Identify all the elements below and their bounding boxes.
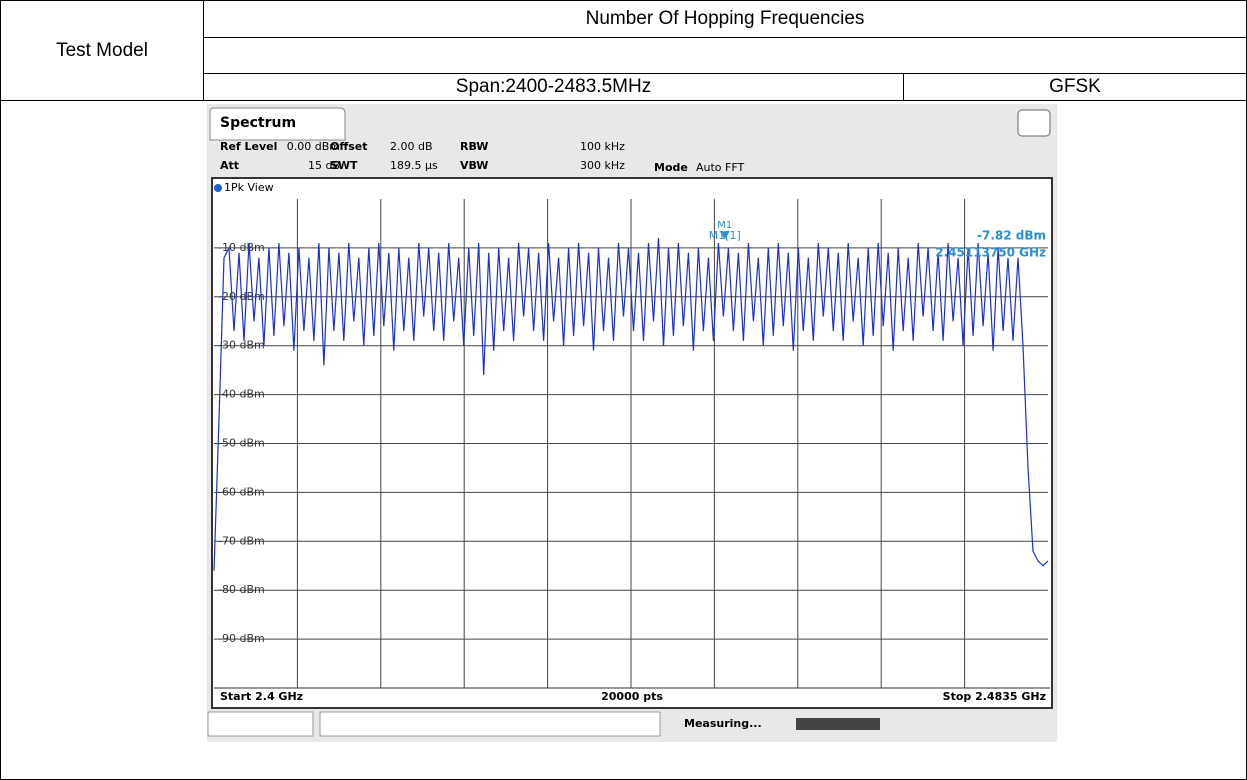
points-label: 20000 pts [601, 690, 663, 703]
setting-value: 0.00 dBm [287, 140, 340, 153]
setting-label: Offset [330, 140, 368, 153]
marker-freq: 2.45113750 GHz [935, 246, 1046, 260]
softkey[interactable] [207, 711, 314, 737]
y-tick-label: -10 dBm [218, 241, 265, 254]
setting-label: Ref Level [220, 140, 277, 153]
setting-label: VBW [460, 159, 488, 172]
marker-tag: M1 [717, 220, 732, 231]
trace [213, 238, 1049, 571]
setting-label: Att [220, 159, 239, 172]
menu-icon[interactable] [1017, 109, 1051, 137]
fft-value: Auto FFT [696, 161, 744, 174]
y-tick-label: -90 dBm [218, 632, 265, 645]
setting-value: 15 dB [308, 159, 340, 172]
progress [796, 718, 880, 730]
start-label: Start 2.4 GHz [220, 690, 303, 703]
y-tick-label: -50 dBm [218, 437, 265, 450]
tab [209, 107, 346, 141]
status: Measuring... [684, 717, 762, 730]
tab-label: Spectrum [220, 115, 296, 131]
view-label: 1Pk View [224, 181, 274, 194]
y-tick-label: -30 dBm [218, 339, 265, 352]
setting-value: 189.5 µs [390, 159, 438, 172]
y-tick-label: -70 dBm [218, 534, 265, 547]
setting-value: 2.00 dB [390, 140, 433, 153]
setting-label: RBW [460, 140, 488, 153]
marker-label: M1[1] [709, 229, 741, 242]
setting-value: 300 kHz [580, 159, 625, 172]
softkey[interactable] [319, 711, 661, 737]
view-dot [214, 184, 222, 192]
fft-label: Mode [654, 161, 688, 174]
y-tick-label: -40 dBm [218, 388, 265, 401]
y-tick-label: -60 dBm [218, 485, 265, 498]
marker-level: -7.82 dBm [977, 229, 1046, 243]
stop-label: Stop 2.4835 GHz [943, 690, 1046, 703]
setting-value: 100 kHz [580, 140, 625, 153]
marker [719, 231, 730, 240]
y-tick-label: -80 dBm [218, 583, 265, 596]
setting-label: SWT [330, 159, 358, 172]
